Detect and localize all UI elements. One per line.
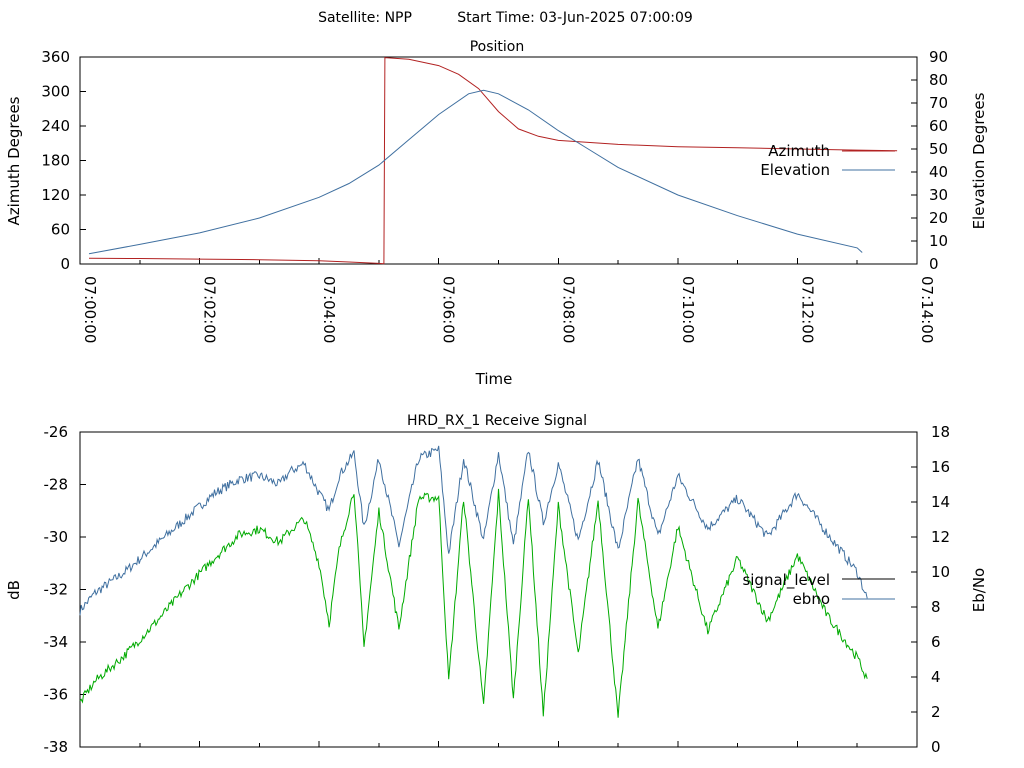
signal-y2-tick-label: 8 (931, 598, 941, 616)
series-line-elevation (88, 89, 863, 255)
legend-signal-level-label: signal_level (742, 571, 830, 590)
signal-axis-ticks: -38 -36 -34 -32 -30 -28 -26 0 2 4 6 8 10 12 14 16 18 (44, 423, 951, 756)
signal-series-lines (79, 445, 868, 718)
position-y2-tick-label: 60 (929, 117, 948, 135)
series-line-ebno (79, 445, 868, 616)
signal-y2-tick-label: 18 (931, 423, 950, 441)
position-x-tick-label: 07:04:00 (320, 276, 338, 343)
legend-elevation-label: Elevation (760, 161, 830, 179)
position-y-axis-title: Azimuth Degrees (5, 96, 23, 225)
position-y-tick-label: 60 (51, 221, 70, 239)
position-y-tick-label: 240 (41, 117, 70, 135)
position-y2-tick-label: 0 (929, 255, 939, 273)
signal-frame (79, 431, 918, 748)
signal-y2-tick-label: 12 (931, 528, 950, 546)
series-line-azimuth (88, 57, 898, 265)
signal-y-tick-label: -30 (44, 528, 69, 546)
position-y2-axis-title: Elevation Degrees (970, 92, 988, 229)
position-y2-tick-label: 30 (929, 186, 948, 204)
signal-y2-tick-label: 6 (931, 633, 941, 651)
position-x-tick-label: 07:06:00 (440, 276, 458, 343)
signal-y2-tick-label: 0 (931, 738, 941, 756)
position-x-tick-label: 07:08:00 (559, 276, 577, 343)
position-y2-tick-label: 90 (929, 48, 948, 66)
position-x-tick-label: 07:14:00 (918, 276, 936, 343)
position-x-tick-label: 07:02:00 (201, 276, 219, 343)
receive-signal-plot: HRD_RX_1 Receive Signal -38-36-34-32-30-… (5, 413, 988, 756)
position-legend: Azimuth Elevation (760, 142, 895, 179)
legend-azimuth-label: Azimuth (768, 142, 830, 160)
header-satellite-label: Satellite: NPP (318, 10, 412, 26)
signal-title: HRD_RX_1 Receive Signal (407, 413, 587, 429)
position-y-tick-label: 0 (60, 255, 70, 273)
position-x-tick-label: 07:12:00 (798, 276, 816, 343)
position-y-tick-label: 120 (41, 186, 70, 204)
position-series-lines (88, 57, 898, 265)
position-y2-tick-label: 40 (929, 163, 948, 181)
signal-y2-tick-label: 4 (931, 668, 941, 686)
position-axis-ticks: 0 60 120 180 240 300 360 0 10 20 30 40 50 60 70 80 90 07:… (41, 48, 948, 343)
signal-y-tick-label: -28 (44, 476, 69, 494)
position-title: Position (470, 39, 525, 55)
signal-y-axis-title: dB (5, 580, 23, 600)
legend-ebno-label: ebno (793, 590, 830, 608)
signal-y2-tick-label: 14 (931, 493, 950, 511)
header-start-time-label: Start Time: 03-Jun-2025 07:00:09 (457, 10, 693, 26)
signal-y-tick-label: -26 (44, 423, 69, 441)
position-y2-tick-label: 50 (929, 140, 948, 158)
position-y2-tick-label: 10 (929, 232, 948, 250)
series-line-green-trace (79, 488, 868, 718)
position-x-axis-title: Time (475, 370, 513, 388)
signal-y-tick-label: -38 (44, 738, 69, 756)
signal-y-tick-label: -34 (44, 633, 69, 651)
position-plot: Position 0 60 120 180 240 300 360 0 10 20 30 40 50 60… (5, 39, 988, 388)
position-y-tick-label: 300 (41, 83, 70, 101)
position-x-tick-label: 07:00:00 (81, 276, 99, 343)
position-y-tick-label: 360 (41, 48, 70, 66)
signal-legend: signal_level ebno (742, 571, 895, 608)
position-y2-tick-label: 70 (929, 94, 948, 112)
signal-y-tick-label: -36 (44, 686, 69, 704)
signal-y2-tick-label: 2 (931, 703, 941, 721)
signal-y-tick-label: -32 (44, 581, 69, 599)
signal-y2-tick-label: 10 (931, 563, 950, 581)
position-x-tick-label: 07:10:00 (679, 276, 697, 343)
signal-y2-axis-title: Eb/No (970, 568, 988, 612)
position-y-tick-label: 180 (41, 152, 70, 170)
signal-y2-tick-label: 16 (931, 458, 950, 476)
position-y2-tick-label: 20 (929, 209, 948, 227)
position-y2-tick-label: 80 (929, 71, 948, 89)
